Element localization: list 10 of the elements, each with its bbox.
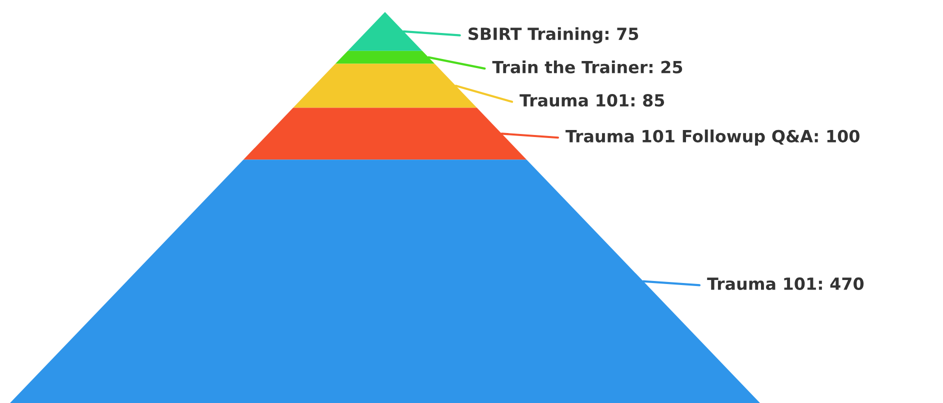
category-label: SBIRT Training: [468, 27, 602, 44]
category-label: Train the Trainer: [492, 60, 648, 74]
data-label: : 470: [818, 277, 864, 290]
data-label: : 75: [605, 28, 638, 40]
category-label: Trauma 101: [707, 277, 816, 290]
data-label: : 25: [650, 60, 682, 74]
data-label: : 85: [631, 94, 664, 107]
category-label: Trauma 101: [520, 94, 628, 107]
data-label: : 100: [814, 130, 860, 142]
category-label: Trauma 101 Followup Q&A: [566, 130, 813, 146]
